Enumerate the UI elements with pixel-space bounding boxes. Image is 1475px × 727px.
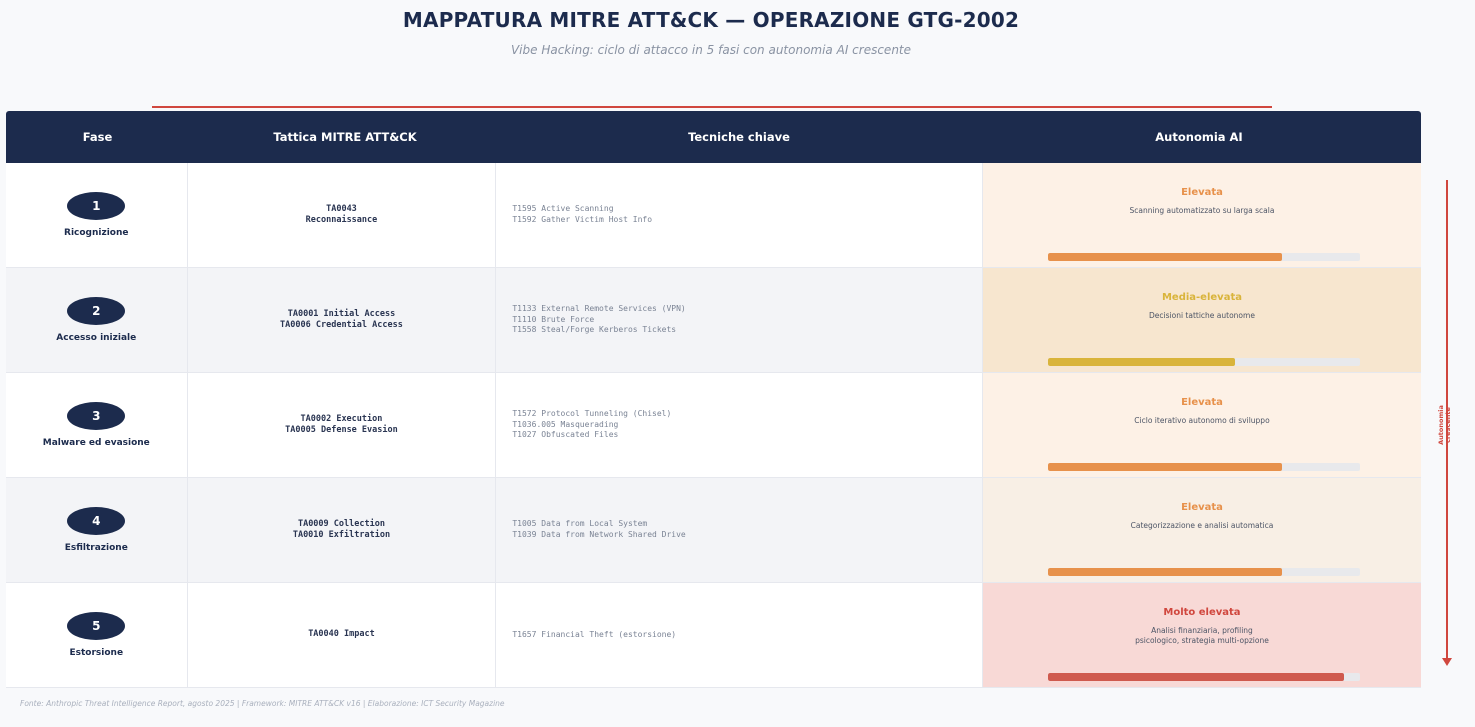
autonomy-bar-fill <box>1047 253 1282 261</box>
technique-line: T1039 Data from Network Shared Drive <box>512 530 686 539</box>
phase-number-badge: 3 <box>67 402 126 430</box>
autonomy-description: Analisi finanziaria, profiling psicologic… <box>1135 626 1269 646</box>
tactic-line: TA0006 Credential Access <box>280 320 403 330</box>
phase-name: Malware ed evasione <box>42 438 150 448</box>
header-tactic: Tattica MITRE ATT&CK <box>273 130 417 144</box>
technique-line: T1592 Gather Victim Host Info <box>512 215 653 224</box>
table-header: Fase Tattica MITRE ATT&CK Tecniche chiav… <box>6 111 1421 163</box>
autonomy-bar-fill <box>1047 463 1282 471</box>
technique-line: T1558 Steal/Forge Kerberos Tickets <box>512 325 677 335</box>
autonomy-scale-arrow <box>1446 180 1448 660</box>
phase-number-badge: 2 <box>67 297 126 325</box>
description-line: psicologico, strategia multi-opzione <box>1135 636 1269 645</box>
tactic-cell: TA0002 Execution TA0005 Defense Evasion <box>188 373 497 477</box>
autonomy-description: Ciclo iterativo autonomo di sviluppo <box>1134 416 1269 426</box>
source-footer: Fonte: Anthropic Threat Intelligence Rep… <box>20 699 505 708</box>
technique-line: T1005 Data from Local System <box>512 519 648 529</box>
autonomy-bar-track <box>1047 358 1360 366</box>
header-phase: Fase <box>82 130 113 144</box>
description-line: Ciclo iterativo autonomo di sviluppo <box>1134 416 1270 425</box>
description-line: Analisi finanziaria, profiling <box>1151 626 1253 635</box>
technique-line: T1027 Obfuscated Files <box>512 430 619 440</box>
tactic-cell: TA0043 Reconnaissance <box>188 163 497 267</box>
autonomy-cell: Elevata Ciclo iterativo autonomo di svil… <box>982 373 1421 477</box>
table-row: 3 Malware ed evasione TA0002 Execution TA… <box>6 373 1421 478</box>
techniques-cell: T1595 Active Scanning T1592 Gather Victim… <box>496 163 983 267</box>
technique-line: T1110 Brute Force <box>512 314 595 324</box>
description-line: Scanning automatizzato su larga scala <box>1129 206 1275 215</box>
autonomy-cell: Elevata Categorizzazione e analisi autom… <box>982 478 1421 582</box>
description-line: Decisioni tattiche autonome <box>1149 311 1255 320</box>
table-row: 5 Estorsione TA0040 Impact T1657 Financia… <box>6 583 1421 688</box>
autonomy-description: Categorizzazione e analisi automatica <box>1131 521 1274 531</box>
autonomy-level: Media-elevata <box>1161 292 1242 303</box>
header-ai-autonomy: Autonomia AI <box>1155 130 1243 144</box>
autonomy-bar-track <box>1047 463 1360 471</box>
autonomy-level: Elevata <box>1181 397 1223 408</box>
phase-cell: 1 Ricognizione <box>6 163 188 267</box>
autonomy-bar-track <box>1047 568 1360 576</box>
autonomy-bar-fill <box>1047 568 1282 576</box>
tactic-line: TA0005 Defense Evasion <box>285 425 398 435</box>
technique-line: T1036.005 Masquerading <box>512 419 619 429</box>
tactic-line: TA0043 <box>326 203 357 214</box>
phase-name: Accesso iniziale <box>56 333 137 343</box>
phase-number-badge: 1 <box>67 192 126 220</box>
technique-line: T1133 External Remote Services (VPN) <box>512 303 686 313</box>
autonomy-bar-fill <box>1047 673 1345 681</box>
autonomy-level: Elevata <box>1181 502 1223 513</box>
accent-divider <box>152 106 1272 108</box>
technique-line: T1595 Active Scanning <box>512 204 614 214</box>
tactic-line: Reconnaissance <box>305 215 378 225</box>
phase-cell: 3 Malware ed evasione <box>6 373 188 477</box>
table-row: 4 Esfiltrazione TA0009 Collection TA0010 … <box>6 478 1421 583</box>
tactic-line: TA0010 Exfiltration <box>292 530 391 540</box>
tactic-cell: TA0001 Initial Access TA0006 Credential A… <box>188 268 497 372</box>
techniques-cell: T1005 Data from Local System T1039 Data f… <box>496 478 983 582</box>
header-techniques: Tecniche chiave <box>688 130 790 144</box>
attack-mapping-table: Fase Tattica MITRE ATT&CK Tecniche chiav… <box>6 111 1421 688</box>
table-body: 1 Ricognizione TA0043 Reconnaissance T1595… <box>6 163 1421 688</box>
description-line: Categorizzazione e analisi automatica <box>1130 521 1274 530</box>
phase-cell: 2 Accesso iniziale <box>6 268 188 372</box>
autonomy-description: Scanning automatizzato su larga scala <box>1130 206 1275 216</box>
autonomy-level: Elevata <box>1181 187 1223 198</box>
autonomy-bar-track <box>1047 253 1360 261</box>
autonomy-bar-fill <box>1047 358 1236 366</box>
autonomy-bar-track <box>1047 673 1360 681</box>
tactic-line: TA0009 Collection <box>297 518 385 529</box>
page-subtitle: Vibe Hacking: ciclo di attacco in 5 fasi… <box>510 43 912 57</box>
techniques-cell: T1133 External Remote Services (VPN) T111… <box>496 268 983 372</box>
tactic-cell: TA0040 Impact <box>188 583 497 687</box>
technique-line: T1572 Protocol Tunneling (Chisel) <box>512 408 672 418</box>
tactic-line: TA0040 Impact <box>308 629 375 640</box>
phase-number-badge: 5 <box>67 612 126 640</box>
phase-cell: 5 Estorsione <box>6 583 188 687</box>
technique-line: T1657 Financial Theft (estorsione) <box>512 629 677 639</box>
page-title: MAPPATURA MITRE ATT&CK — OPERAZIONE GTG-… <box>402 8 1020 32</box>
autonomy-description: Decisioni tattiche autonome <box>1149 311 1255 321</box>
tactic-line: TA0002 Execution <box>300 413 383 424</box>
autonomy-cell: Media-elevata Decisioni tattiche autonom… <box>982 268 1421 372</box>
techniques-cell: T1572 Protocol Tunneling (Chisel) T1036.0… <box>496 373 983 477</box>
tactic-cell: TA0009 Collection TA0010 Exfiltration <box>188 478 497 582</box>
autonomy-cell: Molto elevata Analisi finanziaria, profi… <box>982 583 1421 687</box>
autonomy-level: Molto elevata <box>1163 607 1241 618</box>
phase-name: Esfiltrazione <box>64 543 128 553</box>
phase-cell: 4 Esfiltrazione <box>6 478 188 582</box>
autonomy-cell: Elevata Scanning automatizzato su larga … <box>982 163 1421 267</box>
table-row: 1 Ricognizione TA0043 Reconnaissance T1595… <box>6 163 1421 268</box>
phase-number-badge: 4 <box>67 507 126 535</box>
tactic-line: TA0001 Initial Access <box>287 308 396 319</box>
table-row: 2 Accesso iniziale TA0001 Initial Access… <box>6 268 1421 373</box>
phase-name: Estorsione <box>69 648 124 658</box>
autonomy-scale-label: Autonomia crescente <box>1437 405 1452 445</box>
arrow-down-icon <box>1442 658 1452 666</box>
scale-label-line2: crescente <box>1444 407 1452 443</box>
phase-name: Ricognizione <box>64 228 129 238</box>
techniques-cell: T1657 Financial Theft (estorsione) <box>496 583 983 687</box>
